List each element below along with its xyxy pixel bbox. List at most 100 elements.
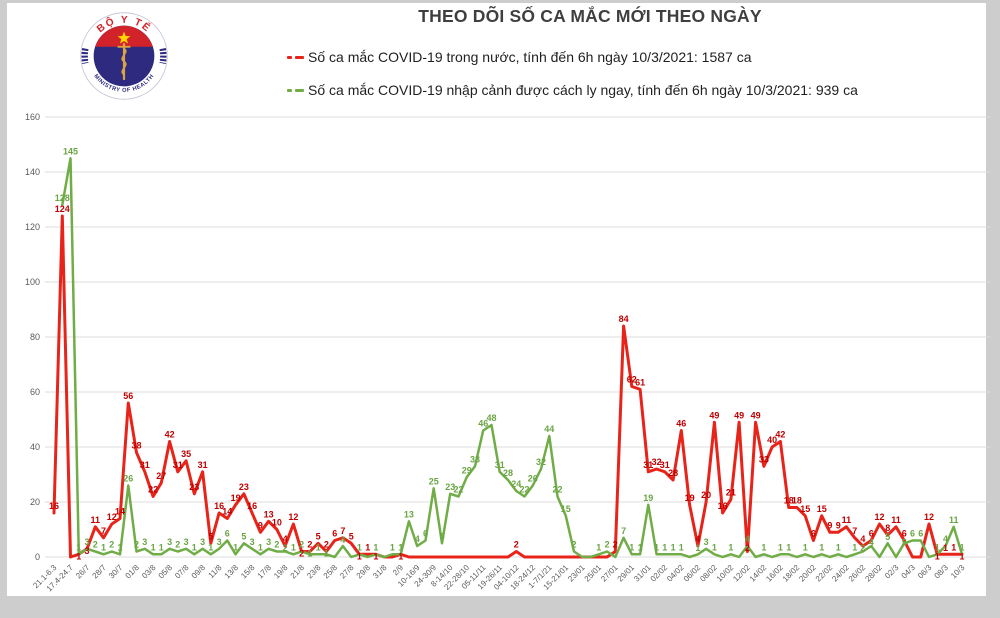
svg-text:4: 4 xyxy=(869,538,874,548)
svg-text:5: 5 xyxy=(241,531,246,541)
svg-text:22: 22 xyxy=(148,485,158,495)
svg-text:26: 26 xyxy=(528,474,538,484)
svg-text:4: 4 xyxy=(943,534,948,544)
svg-text:33: 33 xyxy=(759,454,769,464)
svg-text:2: 2 xyxy=(283,543,288,553)
svg-text:28: 28 xyxy=(503,468,513,478)
svg-text:31: 31 xyxy=(643,460,653,470)
svg-text:62: 62 xyxy=(627,375,637,385)
svg-text:19: 19 xyxy=(643,493,653,503)
svg-text:1: 1 xyxy=(662,542,667,552)
svg-text:7: 7 xyxy=(101,526,106,536)
svg-text:3: 3 xyxy=(84,537,89,547)
svg-text:2: 2 xyxy=(605,540,610,550)
svg-text:27: 27 xyxy=(156,471,166,481)
svg-text:21/8: 21/8 xyxy=(289,563,307,581)
svg-text:06/3: 06/3 xyxy=(916,563,934,581)
svg-text:18: 18 xyxy=(792,496,802,506)
svg-text:08/3: 08/3 xyxy=(933,563,951,581)
svg-text:42: 42 xyxy=(775,430,785,440)
svg-text:1: 1 xyxy=(786,542,791,552)
svg-text:12: 12 xyxy=(288,512,298,522)
svg-text:13: 13 xyxy=(404,509,414,519)
svg-text:48: 48 xyxy=(486,413,496,423)
svg-text:6: 6 xyxy=(902,529,907,539)
svg-text:1: 1 xyxy=(852,542,857,552)
svg-text:03/8: 03/8 xyxy=(140,563,158,581)
svg-text:2: 2 xyxy=(299,540,304,550)
svg-text:32: 32 xyxy=(536,457,546,467)
svg-text:1: 1 xyxy=(679,542,684,552)
svg-text:15: 15 xyxy=(817,504,827,514)
logo-star-icon xyxy=(117,31,131,44)
svg-text:1: 1 xyxy=(935,551,940,561)
series-domestic-line xyxy=(52,214,964,559)
svg-text:31/01: 31/01 xyxy=(632,563,653,584)
gridlines xyxy=(45,116,990,558)
svg-text:3: 3 xyxy=(217,537,222,547)
svg-text:13/8: 13/8 xyxy=(223,563,241,581)
svg-text:35: 35 xyxy=(181,449,191,459)
svg-text:1: 1 xyxy=(935,542,940,552)
svg-text:100: 100 xyxy=(25,277,40,287)
svg-text:124: 124 xyxy=(55,204,70,214)
svg-text:1: 1 xyxy=(671,542,676,552)
svg-text:19/8: 19/8 xyxy=(272,563,290,581)
svg-text:2: 2 xyxy=(307,540,312,550)
svg-text:18/02: 18/02 xyxy=(781,563,802,584)
domestic-dash-icon xyxy=(287,55,304,59)
svg-text:60: 60 xyxy=(30,387,40,397)
y-axis-labels: 0 20 40 60 80 100 120 140 160 xyxy=(25,112,40,562)
svg-text:1: 1 xyxy=(291,542,296,552)
svg-text:11: 11 xyxy=(891,515,901,525)
svg-text:29/8: 29/8 xyxy=(355,563,373,581)
svg-text:25/01: 25/01 xyxy=(583,563,604,584)
svg-text:120: 120 xyxy=(25,222,40,232)
imported-dash-icon xyxy=(287,88,304,92)
svg-text:3: 3 xyxy=(84,546,89,556)
svg-text:2: 2 xyxy=(571,540,576,550)
svg-text:6: 6 xyxy=(225,529,230,539)
svg-text:32: 32 xyxy=(652,457,662,467)
svg-text:1: 1 xyxy=(596,542,601,552)
svg-text:4: 4 xyxy=(283,534,288,544)
svg-text:27/8: 27/8 xyxy=(338,563,356,581)
svg-text:40: 40 xyxy=(30,442,40,452)
svg-text:49: 49 xyxy=(709,410,719,420)
svg-text:2: 2 xyxy=(514,540,519,550)
legend-item-imported: Số ca mắc COVID-19 nhập cảnh được cách l… xyxy=(287,79,858,101)
svg-text:1: 1 xyxy=(373,551,378,561)
svg-text:1: 1 xyxy=(959,542,964,552)
svg-text:10/02: 10/02 xyxy=(715,563,736,584)
svg-text:16/02: 16/02 xyxy=(764,563,785,584)
svg-text:07/8: 07/8 xyxy=(173,563,191,581)
svg-text:1: 1 xyxy=(654,542,659,552)
svg-text:5: 5 xyxy=(349,531,354,541)
svg-text:16: 16 xyxy=(718,501,728,511)
svg-text:0: 0 xyxy=(35,552,40,562)
chart-panel xyxy=(7,3,986,596)
page-title: THEO DÕI SỐ CA MẮC MỚI THEO NGÀY xyxy=(418,6,762,26)
svg-text:16: 16 xyxy=(49,501,59,511)
logo-right-stripes xyxy=(159,48,167,64)
svg-text:44: 44 xyxy=(544,424,554,434)
svg-text:6: 6 xyxy=(811,529,816,539)
svg-text:1: 1 xyxy=(373,542,378,552)
svg-text:22: 22 xyxy=(519,485,529,495)
svg-text:29/01: 29/01 xyxy=(616,563,637,584)
svg-text:14: 14 xyxy=(222,507,232,517)
svg-text:23: 23 xyxy=(239,482,249,492)
svg-text:12: 12 xyxy=(874,512,884,522)
svg-text:1: 1 xyxy=(357,542,362,552)
svg-text:1: 1 xyxy=(117,542,122,552)
svg-text:11: 11 xyxy=(842,515,852,525)
svg-text:9: 9 xyxy=(836,520,841,530)
svg-text:21: 21 xyxy=(726,487,736,497)
svg-text:10: 10 xyxy=(272,518,282,528)
svg-text:11: 11 xyxy=(949,515,959,525)
legend-label-imported: Số ca mắc COVID-19 nhập cảnh được cách l… xyxy=(308,82,858,98)
svg-text:1: 1 xyxy=(695,543,700,553)
svg-text:31: 31 xyxy=(173,460,183,470)
svg-text:1: 1 xyxy=(638,542,643,552)
